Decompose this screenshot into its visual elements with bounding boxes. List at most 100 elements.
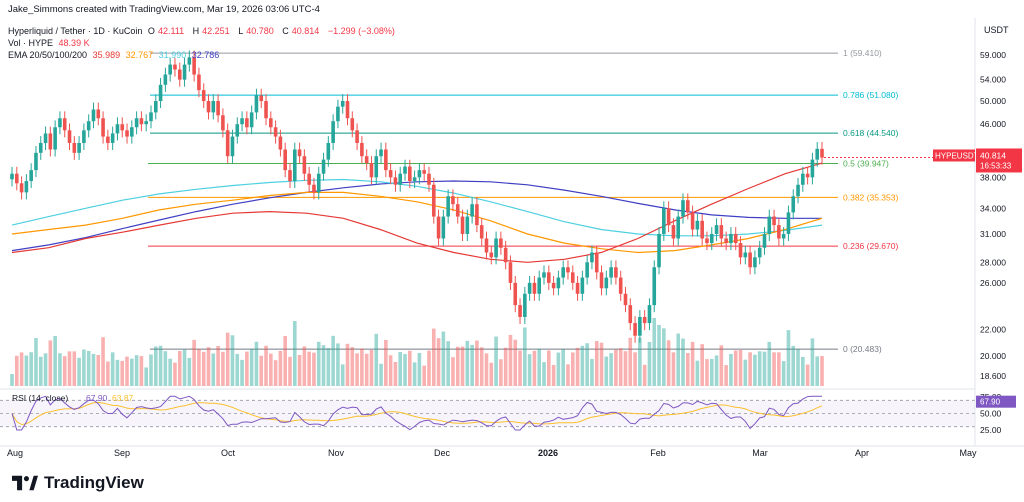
- time-tick: Nov: [328, 448, 345, 458]
- volume-bar: [230, 335, 235, 386]
- volume-bar: [91, 353, 96, 386]
- volume-bar: [86, 351, 91, 386]
- time-tick: Apr: [855, 448, 869, 458]
- volume-bar: [719, 345, 724, 386]
- candle-body: [532, 282, 537, 294]
- volume-legend[interactable]: Vol · HYPE 48.39 K: [8, 38, 93, 48]
- volume-bar: [700, 344, 704, 386]
- price-tick: 26.000: [980, 278, 1006, 288]
- fib-label: 0.236 (29.670): [843, 241, 898, 251]
- volume-bar: [796, 349, 800, 386]
- volume-bar: [805, 364, 810, 386]
- tradingview-logo[interactable]: TradingView: [12, 473, 144, 493]
- volume-bar: [288, 356, 292, 386]
- candle-body: [700, 220, 704, 239]
- volume-bar: [259, 355, 264, 386]
- candle-body: [297, 149, 302, 157]
- volume-bar: [729, 354, 733, 386]
- candle-body: [120, 124, 125, 131]
- volume-bar: [628, 337, 633, 386]
- volume-bar: [106, 361, 110, 386]
- candle-body: [149, 112, 153, 122]
- candle-body: [446, 196, 450, 217]
- volume-bar: [302, 346, 307, 386]
- candle-body: [235, 124, 240, 137]
- low-value: 40.780: [246, 26, 274, 36]
- volume-bar: [269, 353, 273, 386]
- volume-bar: [547, 350, 551, 386]
- candle-body: [523, 293, 527, 317]
- candle-body: [29, 170, 33, 182]
- tradingview-logo-icon: [12, 475, 38, 491]
- candle-body: [269, 118, 273, 128]
- candle-body: [772, 216, 776, 226]
- volume-bar: [523, 327, 527, 386]
- candle-body: [484, 238, 489, 253]
- candle-body: [671, 225, 676, 239]
- volume-bar: [777, 352, 781, 386]
- candle-body: [810, 159, 815, 178]
- candle-body: [384, 149, 388, 171]
- candle-body: [599, 272, 604, 289]
- price-tick: 18.600: [980, 371, 1006, 381]
- volume-bar: [475, 340, 479, 386]
- rsi-pane: RSI (14, close)67.9063.8775.0050.0025.00…: [0, 392, 1016, 435]
- candle-body: [676, 216, 681, 239]
- candle-body: [499, 238, 503, 248]
- volume-bar: [249, 348, 254, 386]
- candle-body: [321, 159, 326, 174]
- time-tick: Dec: [434, 448, 451, 458]
- candle-body: [350, 118, 355, 131]
- volume-bar: [216, 346, 220, 386]
- rsi-value: 67.90: [86, 393, 108, 403]
- candle-body: [714, 225, 719, 234]
- volume-bar: [441, 331, 446, 386]
- candle-body: [777, 225, 781, 239]
- volume-bar: [757, 351, 762, 386]
- rsi-value-tag: [976, 395, 1016, 408]
- last-price-tag-bg: [976, 148, 1022, 173]
- volume-bar: [566, 364, 570, 386]
- candle-body: [556, 277, 561, 289]
- volume-bar: [350, 347, 355, 386]
- candle-body: [336, 106, 340, 122]
- candle-body: [360, 142, 364, 157]
- candle-body: [393, 177, 398, 185]
- volume-bar: [379, 363, 383, 386]
- volume-bar: [283, 336, 287, 386]
- rsi-tick: 25.00: [980, 425, 1002, 435]
- candle-body: [168, 64, 172, 75]
- rsi-ma-line: [11, 401, 823, 426]
- candle-body: [489, 252, 494, 258]
- candle-body: [623, 293, 628, 306]
- volume-bar: [484, 353, 489, 386]
- ema-legend[interactable]: EMA 20/50/100/200 35.989 32.767 31.990 3…: [8, 50, 222, 60]
- volume-bar: [326, 348, 331, 386]
- volume-bar: [781, 361, 786, 386]
- volume-bar: [422, 365, 426, 386]
- volume-bar: [590, 359, 594, 386]
- candle-body: [609, 267, 613, 278]
- volume-bar: [647, 342, 652, 386]
- symbol-legend[interactable]: Hyperliquid / Tether · 1D · KuCoin O 42.1…: [8, 26, 398, 36]
- candle-body: [72, 142, 77, 153]
- volume-bar: [192, 339, 196, 386]
- volume-bar: [187, 357, 192, 386]
- candle-body: [719, 225, 724, 239]
- price-chart[interactable]: 1 (59.410) 0.786 (51.080) 0.618 (44.540) 0.…: [0, 0, 1024, 465]
- volume-bar: [72, 351, 77, 386]
- candle-body: [77, 142, 81, 153]
- volume-bar: [153, 346, 158, 386]
- candle-body: [513, 282, 518, 306]
- candle-body: [134, 118, 139, 128]
- low-label: L: [238, 26, 244, 36]
- volume-bar: [618, 348, 623, 386]
- candle-body: [34, 152, 38, 171]
- volume-bar: [38, 356, 43, 386]
- candle-body: [264, 101, 268, 119]
- candle-body: [618, 277, 623, 294]
- volume-bar: [681, 338, 685, 386]
- rsi-ma-value: 63.87: [112, 393, 134, 403]
- volume-bar: [82, 349, 86, 386]
- candle-body: [153, 101, 158, 113]
